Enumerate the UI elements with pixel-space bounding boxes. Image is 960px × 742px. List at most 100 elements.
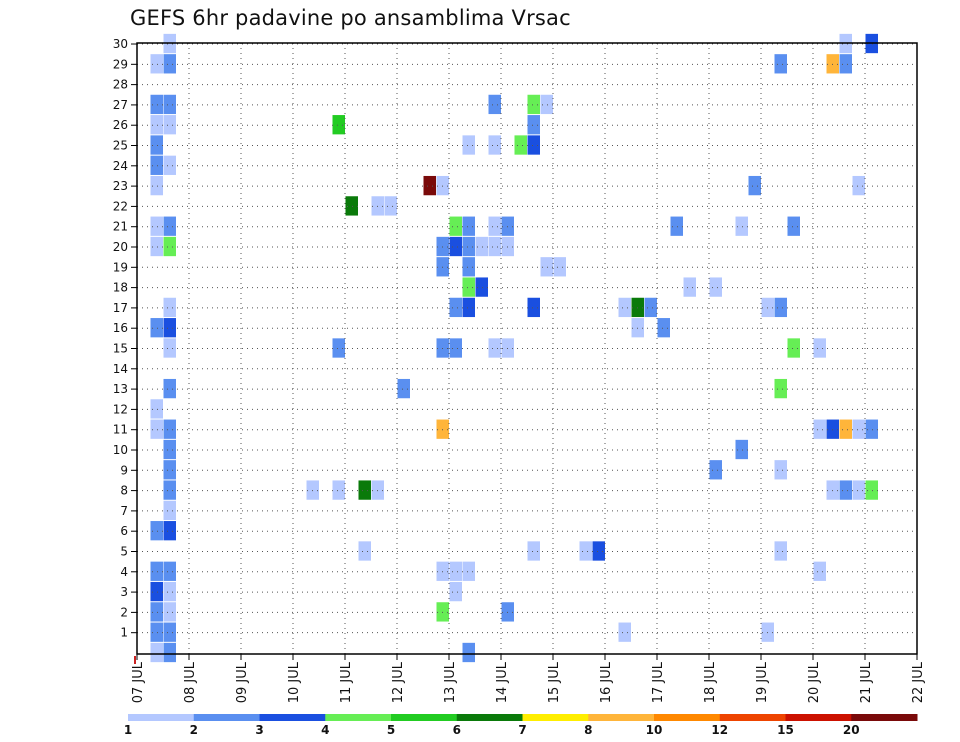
heatmap-cell bbox=[449, 216, 462, 236]
y-tick-label: 9 bbox=[120, 463, 128, 477]
y-tick-label: 13 bbox=[113, 382, 128, 396]
heatmap-cell bbox=[852, 175, 865, 196]
heatmap-cell bbox=[709, 460, 722, 480]
heatmap-cell bbox=[436, 236, 449, 257]
x-tick-label: 07 JUL bbox=[131, 661, 146, 703]
heatmap-cell bbox=[163, 602, 176, 622]
heatmap-cell bbox=[462, 257, 475, 277]
heatmap-cell bbox=[150, 521, 163, 541]
heatmap-cell bbox=[449, 297, 462, 318]
heatmap-cell bbox=[449, 236, 462, 257]
x-tick-label: 18 JUL bbox=[703, 661, 718, 703]
legend-label: 3 bbox=[255, 723, 263, 737]
heatmap-cell bbox=[826, 54, 839, 74]
legend-swatch bbox=[456, 714, 523, 721]
heatmap-cell bbox=[709, 277, 722, 297]
heatmap-cell bbox=[163, 622, 176, 642]
heatmap-cell bbox=[358, 480, 371, 500]
heatmap-cell bbox=[163, 460, 176, 480]
heatmap-cell bbox=[787, 216, 800, 236]
heatmap-cell bbox=[735, 216, 748, 236]
y-tick-label: 16 bbox=[113, 321, 128, 335]
heatmap-cell bbox=[813, 338, 826, 358]
x-tick-label: 10 JUL bbox=[287, 661, 302, 703]
heatmap-cell bbox=[150, 602, 163, 622]
heatmap-cell bbox=[150, 399, 163, 419]
legend-swatch bbox=[785, 714, 852, 721]
heatmap-cell bbox=[163, 318, 176, 338]
heatmap-cell bbox=[618, 297, 631, 318]
y-tick-label: 8 bbox=[120, 484, 128, 498]
heatmap-cell bbox=[527, 135, 540, 155]
heatmap-cell bbox=[150, 236, 163, 257]
chart-title: GEFS 6hr padavine po ansamblima Vrsac bbox=[130, 6, 571, 30]
heatmap-cell bbox=[462, 135, 475, 155]
y-tick-label: 25 bbox=[113, 139, 128, 153]
heatmap-cell bbox=[163, 216, 176, 236]
heatmap-cell bbox=[683, 277, 696, 297]
heatmap-cell bbox=[163, 642, 176, 663]
legend-swatch bbox=[193, 714, 260, 721]
heatmap-cell bbox=[787, 338, 800, 358]
heatmap-cell bbox=[163, 155, 176, 175]
heatmap-cell bbox=[150, 318, 163, 338]
heatmap-cell bbox=[488, 236, 501, 257]
heatmap-cell bbox=[462, 216, 475, 236]
heatmap-cell bbox=[774, 460, 787, 480]
heatmap-cell bbox=[449, 338, 462, 358]
heatmap-cell bbox=[150, 642, 163, 663]
heatmap-cell bbox=[592, 541, 605, 561]
heatmap-cell bbox=[163, 521, 176, 541]
x-tick-label: 14 JUL bbox=[495, 661, 510, 703]
x-tick-label: 09 JUL bbox=[235, 661, 250, 703]
heatmap-cell bbox=[735, 439, 748, 460]
grid-lines bbox=[136, 43, 918, 654]
heatmap-cell bbox=[332, 480, 345, 500]
x-tick-label: 11 JUL bbox=[339, 661, 354, 703]
x-tick-label: 13 JUL bbox=[443, 661, 458, 703]
heatmap-cell bbox=[540, 257, 553, 277]
heatmap-cell bbox=[163, 500, 176, 521]
y-tick-label: 21 bbox=[113, 220, 128, 234]
heatmap-cell bbox=[540, 94, 553, 115]
legend-label: 4 bbox=[321, 723, 329, 737]
x-tick-label: 12 JUL bbox=[391, 661, 406, 703]
legend-label: 15 bbox=[777, 723, 794, 737]
heatmap-cell bbox=[839, 480, 852, 500]
heatmap-cell bbox=[150, 622, 163, 642]
heatmap-cell bbox=[150, 175, 163, 196]
legend-swatch bbox=[654, 714, 721, 721]
legend-label: 8 bbox=[584, 723, 592, 737]
heatmap-cell bbox=[462, 297, 475, 318]
legend-swatch bbox=[719, 714, 786, 721]
y-tick-label: 22 bbox=[113, 199, 128, 213]
heatmap-cell bbox=[774, 378, 787, 399]
heatmap-cell bbox=[462, 236, 475, 257]
y-tick-label: 20 bbox=[113, 240, 128, 254]
heatmap-cell bbox=[150, 216, 163, 236]
y-tick-label: 28 bbox=[113, 78, 128, 92]
y-axis: 1234567891011121314151617181920212223242… bbox=[113, 37, 137, 640]
legend-label: 20 bbox=[843, 723, 860, 737]
heatmap-cell bbox=[358, 541, 371, 561]
legend-swatch bbox=[128, 714, 195, 721]
heatmap-cell bbox=[475, 236, 488, 257]
legend-label: 1 bbox=[124, 723, 132, 737]
heatmap-cell bbox=[865, 480, 878, 500]
legend-label: 5 bbox=[387, 723, 395, 737]
legend-label: 10 bbox=[646, 723, 663, 737]
heatmap-cell bbox=[488, 94, 501, 115]
heatmap-cell bbox=[163, 480, 176, 500]
heatmap-cell bbox=[150, 581, 163, 602]
heatmap-cell bbox=[449, 561, 462, 581]
heatmap-cell bbox=[644, 297, 657, 318]
heatmap-cell bbox=[488, 216, 501, 236]
heatmap-cell bbox=[150, 115, 163, 135]
y-tick-label: 4 bbox=[120, 565, 128, 579]
heatmap-cell bbox=[813, 419, 826, 439]
legend-label: 6 bbox=[453, 723, 461, 737]
heatmap-cell bbox=[163, 378, 176, 399]
legend-swatch bbox=[522, 714, 589, 721]
y-tick-label: 11 bbox=[113, 423, 128, 437]
heatmap-cell bbox=[501, 216, 514, 236]
